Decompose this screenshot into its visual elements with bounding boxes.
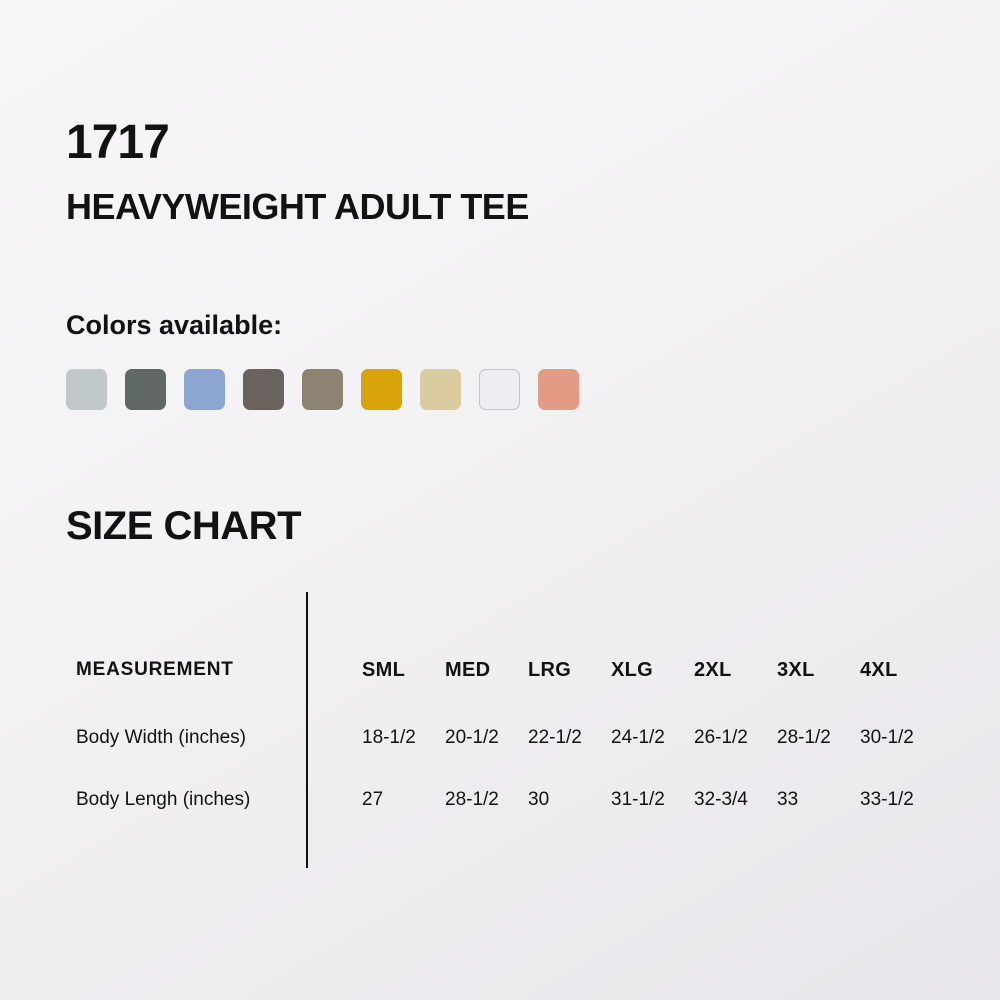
color-swatch-dark-taupe bbox=[243, 369, 284, 410]
column-header-med: MED bbox=[445, 659, 491, 681]
size-chart-table: MEASUREMENT SML MED LRG XLG 2XL 3XL 4XL … bbox=[66, 592, 950, 868]
body-length-2xl: 32-3/4 bbox=[694, 789, 748, 810]
column-header-sml: SML bbox=[362, 659, 406, 681]
column-header-lrg: LRG bbox=[528, 659, 572, 681]
row-values-body-width: 18-1/2 20-1/2 22-1/2 24-1/2 26-1/2 28-1/… bbox=[362, 724, 943, 752]
color-swatch-salmon bbox=[538, 369, 579, 410]
column-header-3xl: 3XL bbox=[777, 659, 815, 681]
color-swatch-row bbox=[66, 369, 579, 410]
table-vertical-divider bbox=[306, 592, 308, 868]
column-header-xlg: XLG bbox=[611, 659, 654, 681]
measurement-column-header: MEASUREMENT bbox=[76, 659, 234, 680]
colors-available-heading: Colors available: bbox=[66, 310, 283, 340]
color-swatch-mustard-gold bbox=[361, 369, 402, 410]
column-header-4xl: 4XL bbox=[860, 659, 898, 681]
color-swatch-periwinkle-blue bbox=[184, 369, 225, 410]
body-length-xlg: 31-1/2 bbox=[611, 789, 665, 810]
table-row-body-length: Body Lengh (inches) 27 28-1/2 30 31-1/2 … bbox=[66, 786, 950, 814]
body-width-lrg: 22-1/2 bbox=[528, 727, 582, 748]
body-width-2xl: 26-1/2 bbox=[694, 727, 748, 748]
row-label-body-length: Body Lengh (inches) bbox=[76, 789, 251, 810]
body-width-med: 20-1/2 bbox=[445, 727, 499, 748]
body-length-3xl: 33 bbox=[777, 789, 799, 810]
body-width-sml: 18-1/2 bbox=[362, 727, 416, 748]
product-code: 1717 bbox=[66, 116, 170, 169]
body-length-lrg: 30 bbox=[528, 789, 550, 810]
column-header-2xl: 2XL bbox=[694, 659, 732, 681]
color-swatch-light-gray bbox=[66, 369, 107, 410]
body-width-4xl: 30-1/2 bbox=[860, 727, 914, 748]
color-swatch-olive-taupe bbox=[302, 369, 343, 410]
table-header-row: MEASUREMENT SML MED LRG XLG 2XL 3XL 4XL bbox=[66, 656, 950, 684]
row-label-body-width: Body Width (inches) bbox=[76, 727, 247, 748]
body-width-xlg: 24-1/2 bbox=[611, 727, 665, 748]
product-name: HEAVYWEIGHT ADULT TEE bbox=[66, 186, 529, 227]
size-chart-heading: SIZE CHART bbox=[66, 504, 302, 548]
size-column-headers: SML MED LRG XLG 2XL 3XL 4XL bbox=[362, 656, 943, 684]
body-length-4xl: 33-1/2 bbox=[860, 789, 914, 810]
color-swatch-khaki-tan bbox=[420, 369, 461, 410]
color-swatch-charcoal-green bbox=[125, 369, 166, 410]
body-width-3xl: 28-1/2 bbox=[777, 727, 831, 748]
body-length-med: 28-1/2 bbox=[445, 789, 499, 810]
color-swatch-white bbox=[479, 369, 520, 410]
table-row-body-width: Body Width (inches) 18-1/2 20-1/2 22-1/2… bbox=[66, 724, 950, 752]
body-length-sml: 27 bbox=[362, 789, 384, 810]
row-values-body-length: 27 28-1/2 30 31-1/2 32-3/4 33 33-1/2 bbox=[362, 786, 943, 814]
